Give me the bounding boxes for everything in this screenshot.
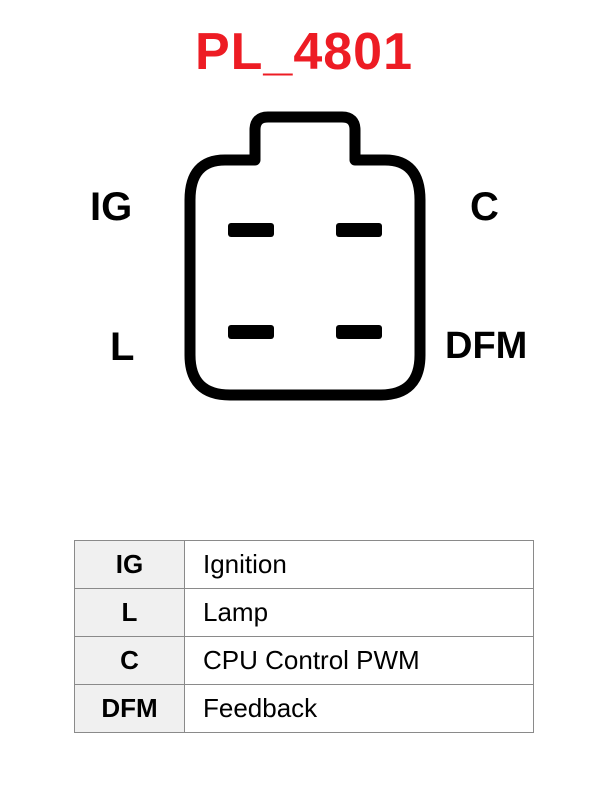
legend-desc: CPU Control PWM	[185, 637, 534, 685]
legend-row: IG Ignition	[75, 541, 534, 589]
legend-code: DFM	[75, 685, 185, 733]
legend-row: L Lamp	[75, 589, 534, 637]
legend-row: DFM Feedback	[75, 685, 534, 733]
pin-label-ig: IG	[90, 185, 132, 230]
legend-code: IG	[75, 541, 185, 589]
legend-desc: Feedback	[185, 685, 534, 733]
diagram-title: PL_4801	[0, 22, 608, 82]
connector-outline	[180, 105, 430, 405]
connector-diagram: IG C L DFM	[90, 105, 520, 445]
legend-table: IG Ignition L Lamp C CPU Control PWM DFM…	[74, 540, 534, 733]
legend-code: C	[75, 637, 185, 685]
legend-row: C CPU Control PWM	[75, 637, 534, 685]
legend-code: L	[75, 589, 185, 637]
pin-label-l: L	[110, 325, 134, 370]
pin-label-c: C	[470, 185, 499, 230]
legend-desc: Lamp	[185, 589, 534, 637]
legend-desc: Ignition	[185, 541, 534, 589]
pin-label-dfm: DFM	[445, 325, 527, 368]
